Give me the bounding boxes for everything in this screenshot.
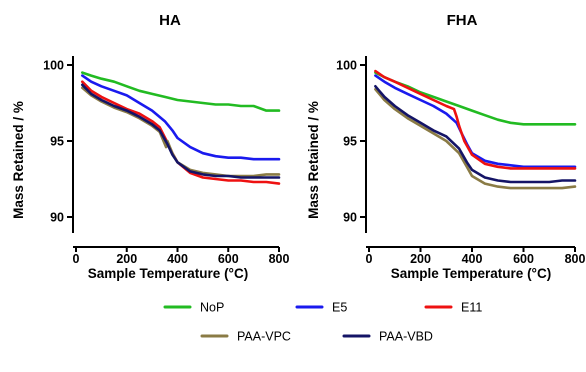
legend-item-paa-vpc: PAA-VPC [200, 330, 291, 344]
legend-item-e11: E11 [424, 301, 482, 315]
series-line-nop-ha [81, 71, 281, 112]
x-tick-label-400-fha: 400 [462, 252, 483, 266]
x-tick-label-600-ha: 600 [218, 252, 239, 266]
y-axis-label-fha: Mass Retained / % [306, 101, 321, 219]
panel-title-fha: FHA [447, 12, 478, 29]
y-tick-label-95-fha: 95 [343, 135, 357, 149]
x-tick-label-600-fha: 600 [513, 252, 534, 266]
series-line-e11-ha [81, 80, 281, 185]
series-layer-ha [81, 71, 281, 185]
panel-ha: HA Mass Retained / % Sample Temperature … [11, 12, 289, 281]
y-axis-label-ha: Mass Retained / % [11, 101, 26, 219]
legend-item-e5: E5 [295, 301, 347, 315]
x-tick-label-200-ha: 200 [116, 252, 137, 266]
series-line-paa-vbd-fha [374, 85, 577, 184]
panel-fha: FHA Mass Retained / % Sample Temperature… [306, 12, 585, 281]
x-tick-label-400-ha: 400 [167, 252, 188, 266]
series-line-e11-fha [374, 69, 577, 170]
y-tick-label-100-ha: 100 [43, 59, 64, 73]
legend-label-nop: NoP [200, 301, 224, 315]
y-tick-label-100-fha: 100 [336, 59, 357, 73]
series-line-paa-vpc-fha [374, 88, 577, 190]
series-line-e5-ha [81, 74, 281, 161]
legend-label-e5: E5 [332, 301, 347, 315]
x-axis-label-ha: Sample Temperature (°C) [88, 266, 248, 281]
x-tick-label-200-fha: 200 [410, 252, 431, 266]
series-line-paa-vbd-ha [81, 83, 281, 179]
legend: NoP E5 E11 PAA-VPC PAA-VBD [163, 301, 482, 344]
y-tick-label-90-ha: 90 [50, 211, 64, 225]
tick-layer-ha: 90 95 100 0 200 400 600 800 [43, 59, 289, 267]
y-tick-label-95-ha: 95 [50, 135, 64, 149]
legend-item-nop: NoP [163, 301, 224, 315]
legend-label-paa-vpc: PAA-VPC [237, 330, 291, 344]
x-tick-label-0-ha: 0 [73, 252, 80, 266]
x-axis-label-fha: Sample Temperature (°C) [391, 266, 551, 281]
x-tick-label-800-ha: 800 [269, 252, 290, 266]
legend-label-paa-vbd: PAA-VBD [379, 330, 433, 344]
x-tick-label-800-fha: 800 [565, 252, 586, 266]
tick-layer-fha: 90 95 100 0 200 400 600 800 [336, 59, 585, 267]
series-layer-fha [374, 69, 577, 190]
series-line-e5-fha [374, 74, 577, 169]
panel-title-ha: HA [159, 12, 181, 29]
legend-label-e11: E11 [461, 301, 482, 315]
y-tick-label-90-fha: 90 [343, 211, 357, 225]
x-tick-label-0-fha: 0 [366, 252, 373, 266]
legend-item-paa-vbd: PAA-VBD [342, 330, 433, 344]
